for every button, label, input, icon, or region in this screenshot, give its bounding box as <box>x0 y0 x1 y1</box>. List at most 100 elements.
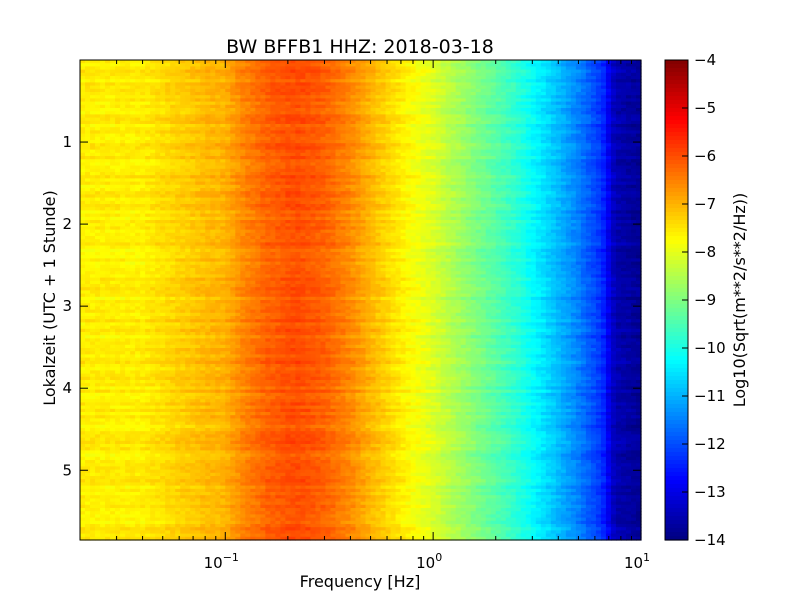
heatmap-cell <box>120 60 126 64</box>
heatmap-cell <box>95 127 101 131</box>
heatmap-cell <box>225 104 231 109</box>
heatmap-cell <box>250 136 256 141</box>
heatmap-cell <box>150 95 156 99</box>
heatmap-cell <box>575 140 582 144</box>
heatmap-cell <box>455 133 462 138</box>
heatmap-cell <box>355 72 362 77</box>
heatmap-cell <box>425 143 432 147</box>
heatmap-cell <box>590 98 597 103</box>
heatmap-cell <box>340 117 347 122</box>
heatmap-cell <box>235 133 241 138</box>
heatmap-cell <box>180 66 186 71</box>
heatmap-cell <box>215 88 221 93</box>
heatmap-cell <box>205 63 211 67</box>
heatmap-cell <box>530 136 537 141</box>
heatmap-cell <box>140 127 146 131</box>
heatmap-cell <box>470 88 477 93</box>
heatmap-cell <box>130 63 136 67</box>
heatmap-cell <box>360 76 367 80</box>
heatmap-cell <box>390 117 397 122</box>
heatmap-cell <box>590 146 597 151</box>
heatmap-cell <box>355 130 362 135</box>
heatmap-cell <box>90 95 96 99</box>
heatmap-cell <box>535 108 542 112</box>
heatmap-cell <box>465 117 472 122</box>
heatmap-cell <box>255 92 261 96</box>
heatmap-cell <box>285 85 291 90</box>
heatmap-cell <box>595 143 602 147</box>
heatmap-cell <box>585 114 592 119</box>
heatmap-cell <box>220 101 226 106</box>
heatmap-cell <box>290 111 296 115</box>
heatmap-cell <box>170 124 176 128</box>
heatmap-cell <box>215 72 221 77</box>
heatmap-cell <box>460 60 467 64</box>
heatmap-cell <box>115 82 121 87</box>
heatmap-cell <box>255 76 261 80</box>
heatmap-cell <box>85 120 91 125</box>
heatmap-cell <box>360 143 367 147</box>
heatmap-cell <box>165 95 171 99</box>
heatmap-cell <box>350 92 357 96</box>
heatmap-cell <box>425 136 432 141</box>
heatmap-cell <box>590 95 597 99</box>
heatmap-cell <box>425 69 432 74</box>
heatmap-cell <box>100 95 106 99</box>
heatmap-cell <box>205 140 211 144</box>
heatmap-cell <box>95 143 101 147</box>
heatmap-cell <box>360 111 367 115</box>
heatmap-cell <box>275 140 281 144</box>
heatmap-cell <box>160 108 166 112</box>
heatmap-cell <box>115 63 121 67</box>
heatmap-cell <box>210 72 216 77</box>
heatmap-cell <box>185 130 191 135</box>
heatmap-cell <box>445 146 452 151</box>
heatmap-cell <box>355 63 362 67</box>
heatmap-cell <box>175 143 181 147</box>
heatmap-cell <box>565 130 572 135</box>
heatmap-cell <box>620 92 627 96</box>
heatmap-cell <box>365 146 372 151</box>
heatmap-cell <box>190 114 196 119</box>
heatmap-cell <box>595 101 602 106</box>
heatmap-cell <box>510 133 517 138</box>
heatmap-cell <box>350 85 357 90</box>
heatmap-cell <box>245 133 251 138</box>
heatmap-cell <box>165 127 171 131</box>
heatmap-cell <box>345 124 352 128</box>
heatmap-cell <box>130 114 136 119</box>
heatmap-cell <box>245 124 251 128</box>
heatmap-cell <box>490 104 497 109</box>
heatmap-cell <box>115 104 121 109</box>
heatmap-cell <box>610 143 617 147</box>
heatmap-cell <box>240 130 246 135</box>
heatmap-cell <box>165 88 171 93</box>
heatmap-cell <box>300 95 306 99</box>
heatmap-cell <box>460 117 467 122</box>
heatmap-cell <box>520 95 527 99</box>
heatmap-cell <box>210 146 216 151</box>
heatmap-cell <box>270 127 276 131</box>
heatmap-cell <box>135 101 141 106</box>
heatmap-cell <box>85 88 91 93</box>
heatmap-cell <box>330 66 337 71</box>
heatmap-cell <box>265 63 271 67</box>
heatmap-cell <box>425 88 432 93</box>
heatmap-cell <box>375 133 382 138</box>
heatmap-cell <box>260 60 266 64</box>
heatmap-cell <box>470 60 477 64</box>
heatmap-cell <box>330 72 337 77</box>
heatmap-cell <box>345 114 352 119</box>
heatmap-cell <box>150 108 156 112</box>
heatmap-cell <box>445 88 452 93</box>
heatmap-cell <box>605 104 612 109</box>
heatmap-cell <box>345 85 352 90</box>
heatmap-cell <box>565 82 572 87</box>
heatmap-cell <box>165 72 171 77</box>
heatmap-cell <box>240 72 246 77</box>
heatmap-cell <box>85 79 91 83</box>
heatmap-cell <box>290 82 296 87</box>
heatmap-cell <box>445 117 452 122</box>
heatmap-cell <box>620 101 627 106</box>
heatmap-cell <box>150 98 156 103</box>
